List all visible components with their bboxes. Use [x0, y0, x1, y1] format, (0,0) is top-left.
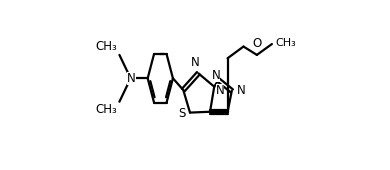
Text: N: N	[237, 83, 246, 97]
Text: CH₃: CH₃	[96, 103, 117, 116]
Text: N: N	[127, 72, 136, 85]
Text: N: N	[211, 70, 220, 82]
Text: N: N	[191, 56, 199, 69]
Text: N: N	[216, 84, 225, 97]
Text: CH₃: CH₃	[275, 38, 296, 48]
Text: CH₃: CH₃	[96, 40, 117, 53]
Text: O: O	[252, 37, 262, 50]
Text: S: S	[179, 107, 186, 120]
